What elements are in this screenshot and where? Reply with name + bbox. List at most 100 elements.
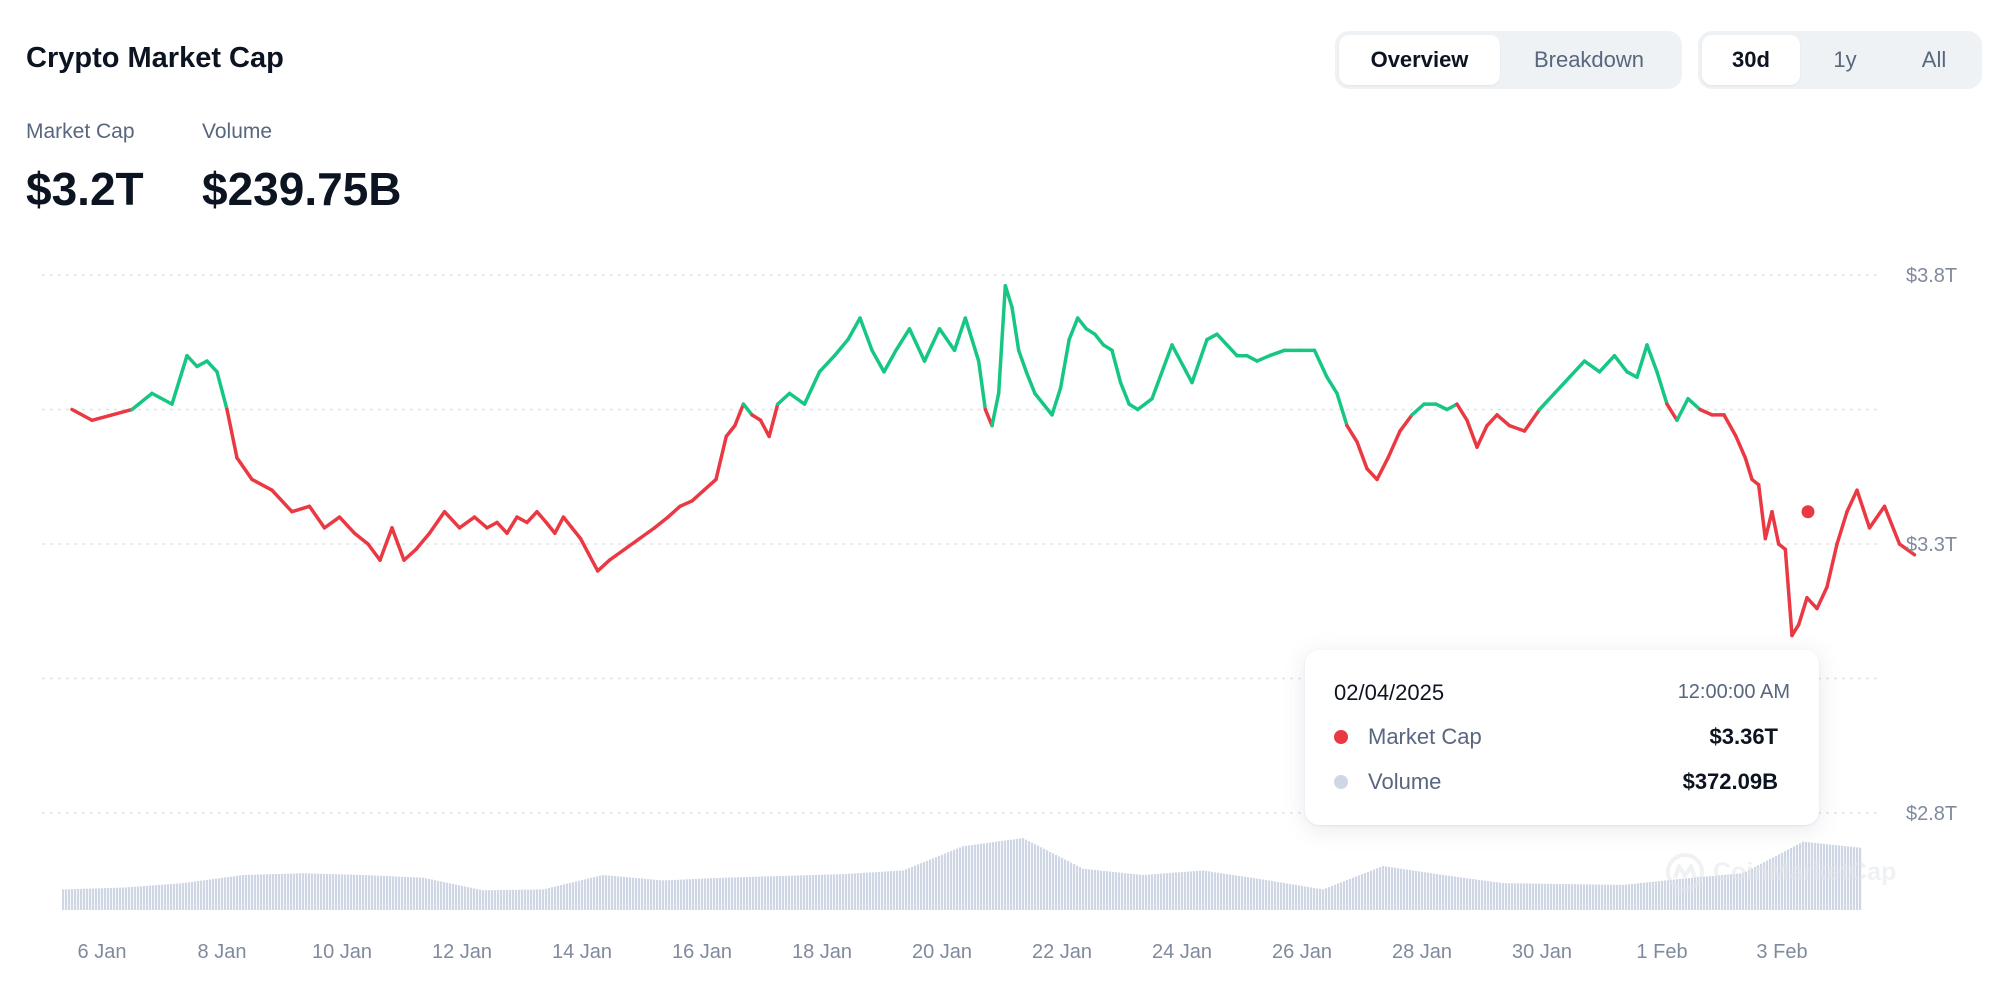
volume-bar [1697, 877, 1700, 910]
line-segment-up [1016, 348, 1029, 374]
volume-bar [1583, 884, 1586, 910]
volume-bar [1178, 872, 1181, 910]
y-tick-label: $3.3T [1906, 534, 1957, 556]
line-segment-up [1675, 396, 1690, 423]
volume-bar [737, 877, 740, 910]
volume-bar [1817, 843, 1820, 910]
volume-bar [635, 877, 638, 910]
volume-bar [806, 875, 809, 910]
volume-bar [1313, 887, 1316, 910]
volume-bar [1670, 879, 1673, 910]
volume-bar [1106, 871, 1109, 910]
x-tick-label: 20 Jan [912, 941, 972, 963]
line-segment-down [702, 477, 718, 492]
volume-bar [1742, 873, 1745, 910]
volume-bar [1226, 874, 1229, 910]
volume-bar [1004, 840, 1007, 910]
volume-bar [1511, 883, 1514, 910]
volume-bar [1067, 861, 1070, 910]
volume-bar [599, 875, 602, 910]
volume-bar [896, 870, 899, 910]
volume-bar [1517, 883, 1520, 910]
volume-bar [1832, 844, 1835, 910]
volume-bar [527, 889, 530, 910]
line-segment-down [553, 515, 566, 535]
volume-bar [62, 889, 65, 910]
volume-bar [1754, 866, 1757, 910]
line-segment-down [307, 504, 327, 530]
volume-bar [995, 841, 998, 910]
volume-bar [125, 887, 128, 910]
volume-bar [119, 887, 122, 910]
volume-bar [1094, 869, 1097, 910]
volume-bar [710, 878, 713, 910]
volume-bar [569, 882, 572, 910]
line-segment-up [195, 359, 209, 369]
line-segment-down [561, 515, 574, 530]
volume-bar [1139, 874, 1142, 910]
volume-bar [572, 882, 575, 910]
volume-bar [686, 879, 689, 910]
volume-bar [191, 881, 194, 910]
x-axis-ticks: 6 Jan 8 Jan 10 Jan 12 Jan 14 Jan 16 Jan 18 Jan… [78, 941, 1808, 963]
x-tick-label: 22 Jan [1032, 941, 1092, 963]
volume-bar [1436, 874, 1439, 910]
volume-bar [137, 886, 140, 910]
volume-bar [1571, 884, 1574, 910]
volume-bar [626, 877, 629, 910]
volume-bar [1757, 865, 1760, 910]
volume-bar [479, 889, 482, 910]
volume-bar [575, 881, 578, 910]
volume-bar [410, 877, 413, 910]
line-segment-up [963, 316, 974, 342]
line-segment-up [894, 327, 912, 353]
volume-bar [1016, 838, 1019, 910]
line-segment-down [1398, 413, 1414, 433]
tab-overview[interactable]: Overview [1339, 35, 1500, 85]
line-segment-up [1190, 337, 1209, 385]
volume-bar [1580, 884, 1583, 910]
volume-bar [170, 884, 173, 910]
volume-bar [1514, 883, 1517, 910]
line-segment-down [1365, 466, 1379, 482]
volume-bar [935, 857, 938, 910]
volume-bar [1763, 862, 1766, 910]
volume-bar [1499, 882, 1502, 910]
volume-bar [1625, 884, 1628, 910]
volume-bar [1196, 870, 1199, 910]
volume-bar [1478, 879, 1481, 910]
line-segment-down [1770, 509, 1781, 546]
line-segment-down [495, 520, 509, 535]
line-segment-up [802, 370, 822, 406]
volume-bar [1565, 884, 1568, 910]
volume-bar [704, 878, 707, 910]
line-segment-up [996, 284, 1008, 396]
range-1y[interactable]: 1y [1833, 47, 1857, 72]
volume-bar [1643, 882, 1646, 910]
volume-bar [1844, 846, 1847, 910]
volume-bar [1043, 848, 1046, 910]
line-segment-down [578, 536, 591, 557]
line-segment-up [1225, 343, 1239, 358]
volume-bar [701, 878, 704, 910]
volume-bar [680, 879, 683, 910]
volume-bar [809, 875, 812, 910]
volume-bar [278, 873, 281, 910]
volume-bar [1022, 838, 1025, 910]
volume-bar [1655, 881, 1658, 910]
volume-bar [749, 876, 752, 910]
volume-bar [1073, 864, 1076, 910]
range-30d[interactable]: 30d [1702, 35, 1800, 85]
volume-bar [365, 875, 368, 910]
line-segment-down [1475, 423, 1489, 449]
volume-bar [1394, 867, 1397, 910]
tab-breakdown[interactable]: Breakdown [1533, 47, 1645, 72]
volume-bar [509, 889, 512, 910]
volume-bar [1286, 883, 1289, 910]
volume-bar [95, 888, 98, 910]
volume-bar [200, 880, 203, 910]
range-all[interactable]: All [1921, 47, 1947, 72]
line-segment-down [390, 526, 406, 562]
line-segment-down [337, 515, 357, 535]
